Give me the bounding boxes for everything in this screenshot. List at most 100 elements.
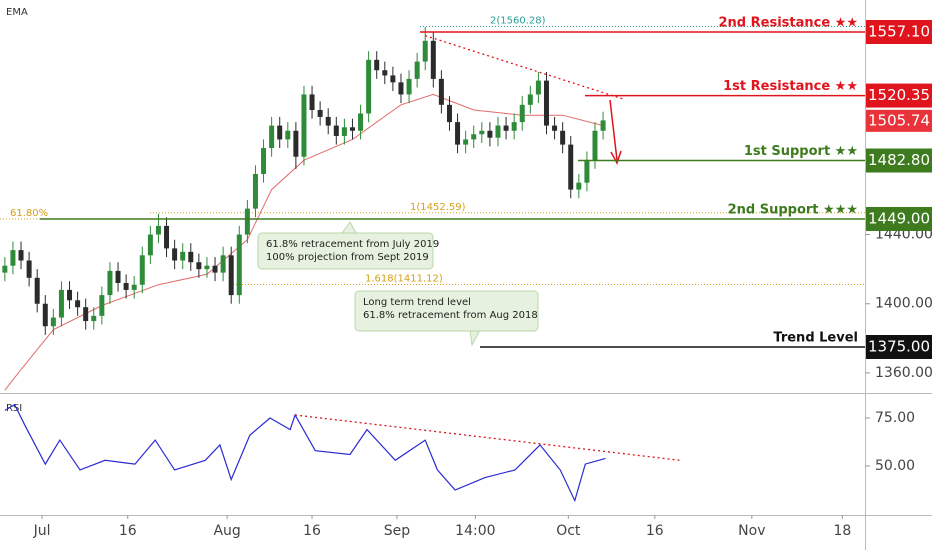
candle-body xyxy=(543,80,549,126)
candle-body xyxy=(10,250,16,266)
candle-body xyxy=(204,265,210,270)
candle-body xyxy=(438,78,444,105)
candle-body xyxy=(139,255,145,285)
ema-line xyxy=(4,93,604,391)
candle-body xyxy=(455,122,461,145)
candle-body xyxy=(91,315,97,322)
candle-body xyxy=(212,265,218,273)
x-tick-label: Sep xyxy=(384,523,411,539)
level-value-box xyxy=(866,148,932,173)
x-tick-label: Jul xyxy=(33,523,51,539)
fib-label: 1.618(1411.12) xyxy=(365,274,443,285)
candle-body xyxy=(147,234,153,256)
candle-body xyxy=(83,307,89,322)
candle-body xyxy=(576,182,582,190)
x-tick-label: 14:00 xyxy=(455,523,495,539)
candle-body xyxy=(503,125,509,131)
annotation-box xyxy=(354,290,539,332)
level-label: 2nd Resistance ★★ xyxy=(719,16,859,31)
level-value-label: 1520.35 xyxy=(868,86,930,104)
candle-body xyxy=(592,130,598,161)
candle-body xyxy=(285,130,291,140)
level-value-box xyxy=(866,20,932,45)
candle-body xyxy=(115,270,121,283)
annotation-text: 100% projection from Sept 2019 xyxy=(266,252,429,263)
candle-body xyxy=(366,59,372,114)
callout-pointer xyxy=(469,329,481,347)
fib-label: 61.80% xyxy=(10,208,48,219)
candle-body xyxy=(164,225,170,249)
candle-body xyxy=(358,113,364,131)
rsi-line xyxy=(4,403,606,503)
candle-body xyxy=(487,130,493,138)
candle-body xyxy=(172,248,178,261)
candle-body xyxy=(568,144,574,190)
candle-body xyxy=(220,255,226,273)
candle-body xyxy=(374,59,380,71)
x-tick-label: Nov xyxy=(738,523,765,539)
level-value-label: 1482.80 xyxy=(868,151,930,169)
x-tick-label: 16 xyxy=(119,523,137,539)
candle-body xyxy=(463,139,469,145)
candle-body xyxy=(2,265,8,273)
candle-body xyxy=(398,82,404,95)
candle-body xyxy=(511,122,517,131)
candle-body xyxy=(414,61,420,79)
candle-body xyxy=(560,130,566,145)
y-tick-label: 1360.00 xyxy=(875,365,932,381)
x-tick-label: 16 xyxy=(646,523,664,539)
candle-body xyxy=(341,127,347,136)
candle-body xyxy=(325,116,331,126)
level-value-box xyxy=(866,206,932,231)
callout-pointer xyxy=(341,221,357,234)
candle-body xyxy=(382,70,388,76)
level-value-label: 1449.00 xyxy=(868,209,930,227)
x-tick-label: 16 xyxy=(303,523,321,539)
candle-body xyxy=(236,234,242,296)
x-tick-label: Aug xyxy=(213,523,240,539)
candle-body xyxy=(471,134,477,140)
annotation-text: 61.8% retracement from July 2019 xyxy=(266,239,439,250)
candle-body xyxy=(107,270,113,296)
annotation-box xyxy=(257,232,434,270)
candle-body xyxy=(527,94,533,105)
candle-body xyxy=(479,130,485,135)
level-value-label: 1557.10 xyxy=(868,23,930,41)
candle-body xyxy=(252,174,258,209)
arrow-head xyxy=(610,150,622,165)
candle-body xyxy=(422,40,428,62)
candle-body xyxy=(430,40,436,79)
fib-label: 2(1560.28) xyxy=(490,15,546,26)
candle-body xyxy=(600,120,606,131)
y-tick-label: 75.00 xyxy=(875,410,915,426)
candle-body xyxy=(180,251,186,261)
level-label: 1st Support ★★ xyxy=(744,144,858,159)
candle-body xyxy=(349,127,355,131)
candle-body xyxy=(228,255,234,296)
candle-body xyxy=(309,94,315,111)
level-label: 2nd Support ★★★ xyxy=(728,202,858,217)
candle-body xyxy=(495,125,501,138)
annotation-text: Long term trend level xyxy=(363,297,471,308)
candle-body xyxy=(519,104,525,123)
candle-body xyxy=(317,110,323,117)
candle-body xyxy=(50,317,56,327)
candle-body xyxy=(244,208,250,235)
candle-body xyxy=(584,160,590,183)
candle-body xyxy=(155,225,161,235)
y-tick-label: 1400.00 xyxy=(875,296,932,312)
candle-body xyxy=(75,300,81,308)
level-value-label: 1375.00 xyxy=(868,337,930,355)
candle-body xyxy=(34,277,40,304)
price-pane-label: EMA xyxy=(6,7,28,18)
candle-body xyxy=(67,289,73,301)
candle-body xyxy=(261,148,267,175)
x-tick-label: Oct xyxy=(556,523,581,539)
candle-body xyxy=(123,282,129,290)
candle-body xyxy=(42,303,48,327)
candle-body xyxy=(552,125,558,131)
candle-body xyxy=(277,125,283,140)
level-label: Trend Level xyxy=(773,330,858,345)
rsi-pane-label: RSI xyxy=(6,403,22,414)
